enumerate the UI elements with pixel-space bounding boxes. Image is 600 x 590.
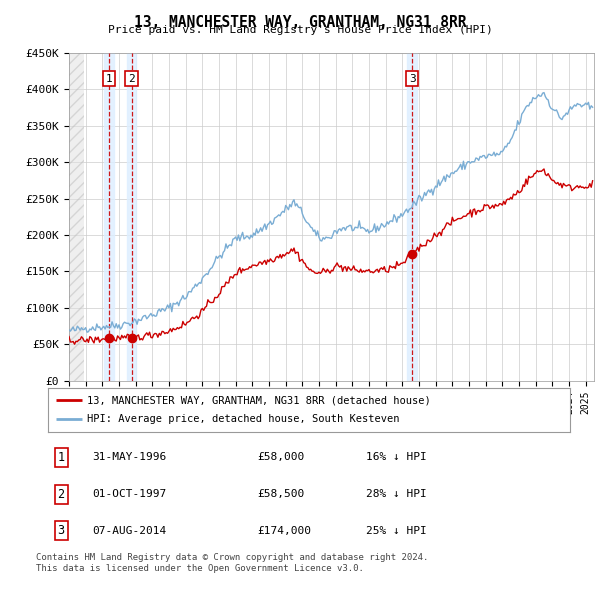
Text: £58,500: £58,500: [257, 489, 304, 499]
Text: 1: 1: [106, 74, 113, 84]
Text: Price paid vs. HM Land Registry's House Price Index (HPI): Price paid vs. HM Land Registry's House …: [107, 25, 493, 35]
Text: HPI: Average price, detached house, South Kesteven: HPI: Average price, detached house, Sout…: [87, 415, 400, 424]
Text: 2: 2: [58, 487, 65, 501]
Text: £174,000: £174,000: [257, 526, 311, 536]
Text: 16% ↓ HPI: 16% ↓ HPI: [367, 453, 427, 463]
Text: 3: 3: [58, 525, 65, 537]
Text: Contains HM Land Registry data © Crown copyright and database right 2024.
This d: Contains HM Land Registry data © Crown c…: [36, 553, 428, 573]
Text: 13, MANCHESTER WAY, GRANTHAM, NG31 8RR: 13, MANCHESTER WAY, GRANTHAM, NG31 8RR: [134, 15, 466, 30]
Text: 25% ↓ HPI: 25% ↓ HPI: [367, 526, 427, 536]
Text: 01-OCT-1997: 01-OCT-1997: [92, 489, 167, 499]
Bar: [104, 53, 115, 381]
Text: 3: 3: [409, 74, 416, 84]
Bar: [69, 53, 85, 381]
Text: £58,000: £58,000: [257, 453, 304, 463]
Text: 07-AUG-2014: 07-AUG-2014: [92, 526, 167, 536]
Text: 28% ↓ HPI: 28% ↓ HPI: [367, 489, 427, 499]
Text: 1: 1: [58, 451, 65, 464]
Text: 31-MAY-1996: 31-MAY-1996: [92, 453, 167, 463]
Bar: [407, 53, 417, 381]
Text: 2: 2: [128, 74, 135, 84]
Bar: [127, 53, 136, 381]
Text: 13, MANCHESTER WAY, GRANTHAM, NG31 8RR (detached house): 13, MANCHESTER WAY, GRANTHAM, NG31 8RR (…: [87, 395, 431, 405]
